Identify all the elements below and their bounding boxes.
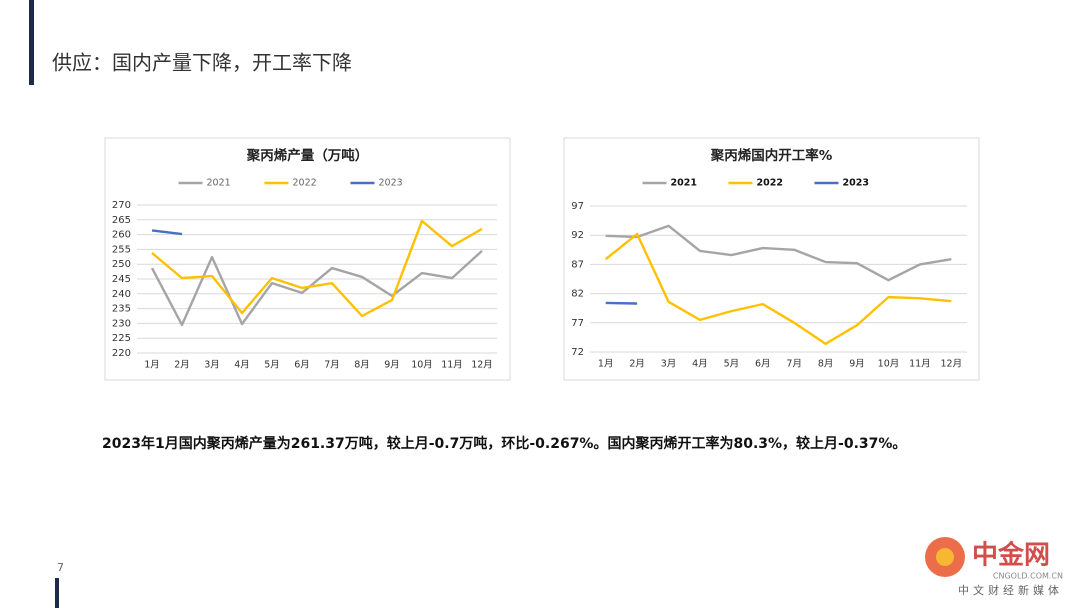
y-tick-label: 240 [112,289,131,300]
x-tick-label: 6月 [755,359,771,370]
y-tick-label: 82 [571,289,584,300]
x-tick-label: 11月 [441,360,463,371]
legend-label: 2021 [207,178,231,189]
x-tick-label: 4月 [692,359,708,370]
x-tick-label: 7月 [786,359,802,370]
series-line [604,232,952,346]
y-tick-label: 245 [112,274,131,285]
y-tick-label: 260 [112,230,131,241]
x-tick-label: 5月 [264,360,280,371]
y-tick-label: 220 [112,348,131,359]
accent-bar [55,578,59,608]
y-tick-label: 87 [571,259,584,270]
series-line [605,301,638,305]
legend-label: 2023 [379,178,403,189]
chart-title: 聚丙烯产量（万吨） [246,147,369,164]
x-tick-label: 3月 [661,359,677,370]
legend-label: 2022 [757,178,783,189]
x-tick-label: 8月 [354,360,370,371]
legend-label: 2021 [671,178,697,189]
series-line [151,229,183,236]
summary: 2023年1月国内聚丙烯产量为261.37万吨，较上月-0.7万吨，环比-0.2… [102,435,906,452]
series-line [150,249,483,327]
x-tick-label: 12月 [471,360,493,371]
x-tick-label: 1月 [144,360,160,371]
x-tick-label: 4月 [234,360,250,371]
accent-bar [29,0,34,85]
y-tick-label: 225 [112,333,131,344]
legend-label: 2022 [293,178,317,189]
y-tick-label: 97 [571,201,584,212]
y-tick-label: 92 [571,230,584,241]
x-tick-label: 9月 [849,359,865,370]
x-tick-label: 12月 [940,359,962,370]
slide-title: 供应：国内产量下降，开工率下降 [52,51,352,75]
y-tick-label: 235 [112,304,131,315]
x-tick-label: 6月 [294,360,310,371]
series-line [605,224,952,282]
y-tick-label: 270 [112,200,131,211]
x-tick-label: 9月 [384,360,400,371]
y-tick-label: 250 [112,259,131,270]
x-tick-label: 7月 [324,360,340,371]
x-tick-label: 8月 [818,359,834,370]
x-tick-label: 5月 [724,359,740,370]
chart-title: 聚丙烯国内开工率% [710,147,833,164]
y-tick-label: 265 [112,215,131,226]
y-tick-label: 72 [571,347,584,358]
watermark-domain: CNGOLD.COM.CN [993,572,1063,581]
x-tick-label: 2月 [629,359,645,370]
chart-frame [104,137,511,381]
legend-label: 2023 [843,178,869,189]
series-line [151,219,483,318]
watermark-name: 中金网 [972,540,1050,571]
x-tick-label: 3月 [204,360,220,371]
x-tick-label: 2月 [174,360,190,371]
y-tick-label: 255 [112,244,131,255]
page-number: 7 [57,561,64,574]
x-tick-label: 11月 [909,359,931,370]
x-tick-label: 1月 [598,359,614,370]
x-tick-label: 10月 [878,359,900,370]
y-tick-label: 230 [112,318,131,329]
x-tick-label: 10月 [411,360,433,371]
y-tick-label: 77 [571,318,584,329]
watermark-slogan: 中文财经新媒体 [958,583,1063,597]
logo [936,548,954,566]
chart-frame [563,137,980,381]
